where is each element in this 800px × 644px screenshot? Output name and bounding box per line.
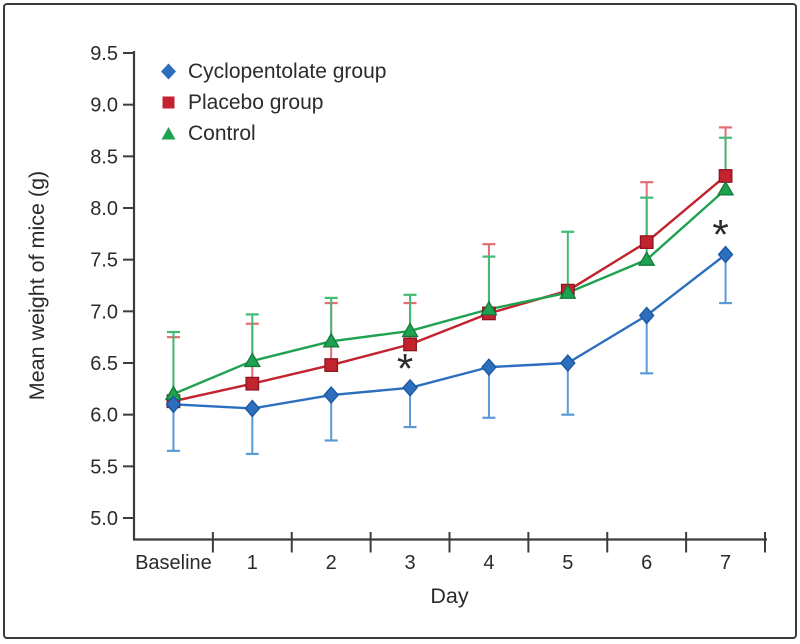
data-point-square [639, 235, 654, 250]
significance-asterisk: * [712, 211, 728, 258]
y-tick-label: 9.5 [90, 43, 118, 65]
series-line [172, 174, 727, 403]
x-tick-label: 3 [405, 552, 416, 574]
y-tick-label: 5.0 [90, 508, 118, 530]
data-point-diamond [559, 354, 576, 372]
y-axis-title: Mean weight of mice (g) [25, 171, 49, 400]
data-point-square [718, 169, 733, 183]
data-point-square [245, 376, 260, 391]
data-point-diamond [638, 306, 655, 325]
x-tick-label: Baseline [135, 552, 212, 574]
data-point-square [403, 337, 417, 352]
square-icon [162, 96, 175, 109]
diamond-icon [161, 63, 176, 80]
y-tick-label: 5.5 [90, 456, 118, 478]
legend-item-control: Control [160, 118, 386, 149]
data-point-diamond [244, 399, 261, 418]
y-tick-label: 7.0 [90, 301, 118, 323]
legend-label-cyclopentolate: Cyclopentolate group [188, 59, 387, 83]
x-tick-label: 4 [483, 552, 494, 574]
data-point-triangle [638, 250, 656, 266]
legend-item-cyclopentolate: Cyclopentolate group [160, 56, 386, 87]
data-point-diamond [402, 378, 418, 397]
data-point-diamond [481, 358, 497, 377]
data-point-square [324, 358, 339, 372]
chart-legend: Cyclopentolate group Placebo group Contr… [160, 56, 386, 149]
data-point-diamond [323, 386, 340, 405]
triangle-icon [161, 127, 176, 140]
x-tick-label: 7 [720, 552, 731, 574]
data-point-triangle [559, 283, 577, 299]
x-tick-label: 2 [326, 552, 337, 574]
data-point-triangle [243, 352, 261, 368]
y-tick-label: 9.0 [90, 95, 118, 117]
y-tick-label: 8.5 [90, 146, 118, 168]
data-point-diamond [717, 245, 734, 264]
data-point-triangle [716, 180, 735, 196]
x-tick-label: 1 [247, 552, 258, 574]
y-tick-label: 8.0 [90, 198, 118, 220]
legend-label-control: Control [188, 121, 256, 145]
y-tick-label: 7.5 [90, 250, 118, 272]
data-point-triangle [480, 300, 498, 316]
series-line [172, 253, 727, 410]
figure-frame: 5.0 5.5 6.0 6.5 7.0 7.5 8.0 8.5 9.0 9.5 Baseline 1 2… [3, 3, 797, 639]
y-tick-label: 6.5 [90, 353, 118, 375]
data-point-triangle [322, 332, 340, 348]
significance-asterisk: * [397, 345, 413, 392]
x-tick-label: 6 [641, 552, 652, 574]
data-point-triangle [401, 322, 419, 338]
legend-item-placebo: Placebo group [160, 87, 386, 118]
data-point-diamond [165, 395, 182, 414]
series-line [172, 188, 727, 396]
x-axis-title: Day [430, 584, 468, 608]
y-tick-label: 6.0 [90, 405, 118, 427]
legend-label-placebo: Placebo group [188, 90, 324, 114]
x-tick-label: 5 [562, 552, 573, 574]
